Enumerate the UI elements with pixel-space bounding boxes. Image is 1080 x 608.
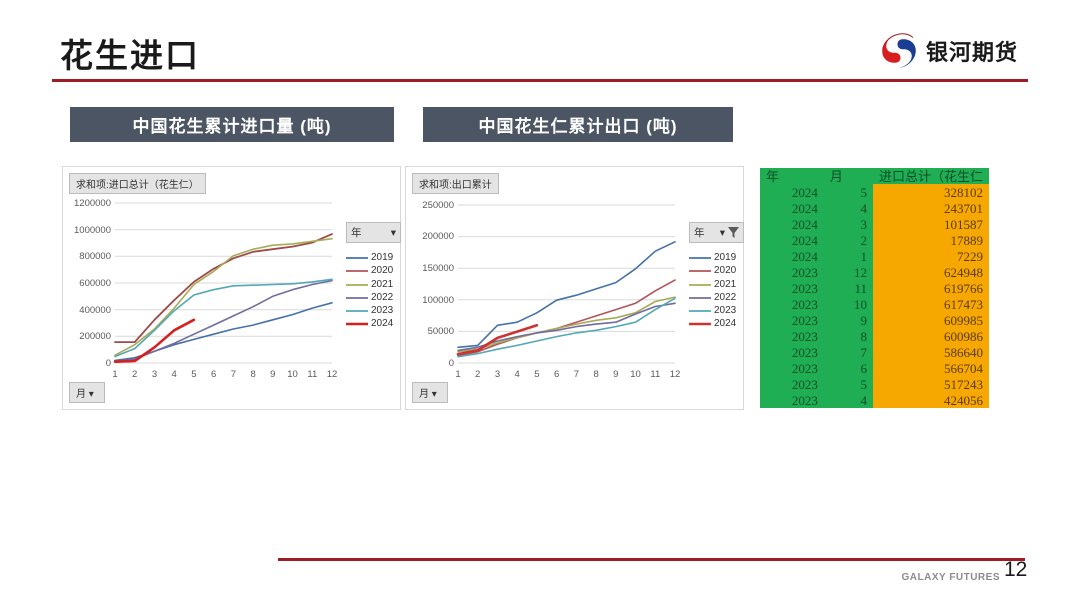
svg-text:3: 3 [152,369,157,380]
svg-text:11: 11 [650,369,660,380]
svg-text:7: 7 [231,369,236,380]
svg-text:150000: 150000 [422,263,454,274]
svg-text:10: 10 [287,369,298,380]
svg-text:2: 2 [475,369,480,380]
svg-text:9: 9 [270,369,275,380]
svg-text:200000: 200000 [79,331,111,342]
svg-text:4: 4 [515,369,520,380]
svg-text:1: 1 [455,369,460,380]
svg-text:5: 5 [534,369,539,380]
svg-text:1200000: 1200000 [74,198,111,209]
svg-text:200000: 200000 [422,231,454,242]
svg-text:8: 8 [250,369,255,380]
svg-text:50000: 50000 [428,326,454,337]
svg-text:3: 3 [495,369,500,380]
svg-text:1: 1 [112,369,117,380]
svg-text:0: 0 [106,358,111,369]
svg-text:7: 7 [574,369,579,380]
svg-text:0: 0 [449,358,454,369]
svg-text:10: 10 [630,369,641,380]
svg-text:11: 11 [307,369,317,380]
svg-text:6: 6 [554,369,559,380]
svg-text:12: 12 [327,369,338,380]
svg-text:100000: 100000 [422,295,454,306]
svg-text:6: 6 [211,369,216,380]
svg-text:400000: 400000 [79,305,111,316]
svg-text:4: 4 [172,369,177,380]
svg-text:250000: 250000 [422,200,454,211]
svg-text:8: 8 [593,369,598,380]
svg-text:2: 2 [132,369,137,380]
svg-text:800000: 800000 [79,251,111,262]
svg-text:1000000: 1000000 [74,225,111,236]
svg-text:9: 9 [613,369,618,380]
svg-text:12: 12 [670,369,681,380]
svg-text:5: 5 [191,369,196,380]
svg-text:600000: 600000 [79,278,111,289]
